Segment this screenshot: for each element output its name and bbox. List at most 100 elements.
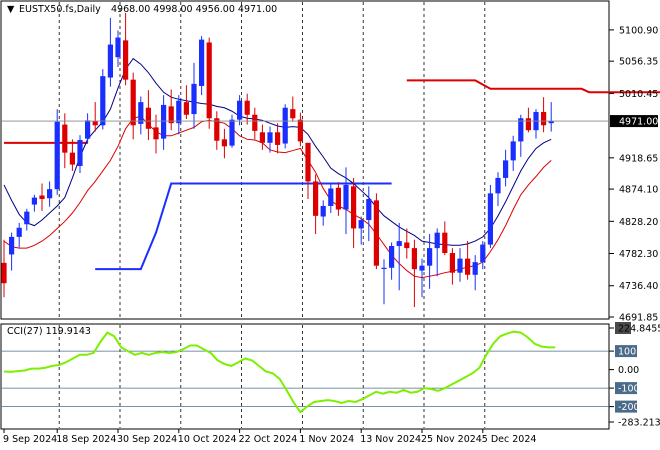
candle-body	[442, 232, 448, 254]
candle-body	[320, 205, 326, 217]
candle	[358, 216, 364, 245]
candle	[541, 97, 547, 133]
candle-body	[510, 141, 516, 161]
candle	[199, 36, 205, 96]
candle-body	[1, 262, 7, 284]
candle-body	[123, 40, 129, 80]
candle	[221, 128, 227, 159]
candle-body	[237, 100, 243, 120]
candle-body	[427, 248, 433, 266]
candle	[503, 149, 509, 187]
candle	[244, 93, 250, 125]
candle-body	[328, 188, 334, 206]
candle	[351, 177, 357, 249]
candle	[252, 107, 258, 140]
time-axis: 9 Sep 2024 18 Sep 2024 30 Sep 2024 10 Oct 2…	[3, 429, 536, 445]
cci-title: CCI(27) 119.9143	[7, 326, 91, 337]
candle	[115, 30, 121, 68]
time-tick-label: 30 Sep 2024	[117, 434, 177, 445]
candle-body	[449, 253, 455, 273]
candle-body	[85, 120, 91, 139]
candle-body	[381, 267, 387, 269]
candle	[297, 112, 303, 147]
candle	[449, 248, 455, 285]
time-tick-label: 25 Nov 2024	[421, 434, 482, 445]
cci-tick-label: 0.00	[618, 365, 639, 376]
candle	[229, 114, 235, 148]
candle	[176, 95, 182, 135]
candle-body	[419, 265, 425, 271]
cci-tick-label: -283.2131	[618, 418, 660, 429]
price-pane	[0, 0, 610, 320]
candle-body	[39, 195, 45, 199]
price-axis: 5100.90 5056.35 5010.45 4918.65 4874.10 4828.…	[609, 25, 658, 324]
candle-body	[77, 140, 83, 166]
candle-body	[351, 186, 357, 229]
time-tick-label: 13 Nov 2024	[360, 434, 421, 445]
price-tick-label: 4736.40	[619, 281, 658, 292]
candle	[366, 186, 372, 242]
candle-body	[305, 142, 311, 182]
cci-tick-label: 224.8455	[618, 324, 660, 335]
candle	[305, 142, 311, 199]
candle-body	[69, 152, 75, 165]
candle-body	[214, 118, 220, 141]
ohlc-label: 4968.00 4998.00 4956.00 4971.00	[111, 4, 277, 15]
candle-body	[480, 244, 486, 263]
candle	[442, 221, 448, 256]
candle	[168, 89, 174, 131]
candle	[16, 222, 22, 248]
cci-tick-box	[615, 322, 631, 334]
candle-body	[244, 100, 250, 115]
candle	[206, 37, 212, 129]
candle	[495, 172, 501, 206]
candle	[31, 194, 37, 212]
candle-body	[548, 121, 554, 124]
candle	[548, 102, 554, 132]
price-tick-label: 5056.35	[619, 57, 658, 68]
price-tick-label: 4874.10	[619, 185, 658, 196]
candle	[138, 96, 144, 135]
candle-body	[518, 118, 524, 142]
candle	[161, 95, 167, 150]
chart-title-group: ▼ EUSTX50.fs,Daily 4968.00 4998.00 4956.…	[7, 4, 277, 15]
candle	[457, 248, 463, 282]
candle-body	[404, 242, 410, 249]
candles	[1, 12, 554, 308]
candle	[427, 234, 433, 289]
candle-body	[161, 104, 167, 139]
candle	[1, 239, 7, 298]
candle-body	[525, 118, 531, 131]
candle-body	[191, 83, 197, 115]
candle	[62, 113, 68, 169]
candle	[69, 139, 75, 171]
candle-body	[130, 79, 136, 126]
price-tick-label: 4691.85	[619, 313, 658, 324]
candle	[47, 181, 53, 207]
time-tick-label: 9 Sep 2024	[3, 434, 57, 445]
candle	[85, 113, 91, 144]
candle	[343, 167, 349, 235]
candle-body	[465, 258, 471, 275]
candle	[92, 102, 98, 132]
time-tick-label: 5 Dec 2024	[482, 434, 537, 445]
candle	[510, 135, 516, 171]
candle-body	[107, 44, 113, 78]
candle-body	[176, 100, 182, 124]
last-price-box	[610, 115, 658, 128]
time-tick-label: 1 Nov 2024	[299, 434, 354, 445]
candle-body	[221, 139, 227, 147]
candle-body	[290, 109, 296, 119]
candle	[191, 62, 197, 129]
cci-tick-label: -100	[618, 384, 640, 395]
candle	[145, 90, 151, 141]
candle-body	[47, 189, 53, 199]
candle	[320, 200, 326, 226]
cci-tick-label: 100	[618, 347, 636, 358]
candle	[290, 96, 296, 122]
candle	[275, 123, 281, 154]
candle	[77, 135, 83, 174]
price-level-lines	[4, 79, 660, 271]
candle-body	[366, 198, 372, 221]
candle-body	[62, 124, 68, 153]
